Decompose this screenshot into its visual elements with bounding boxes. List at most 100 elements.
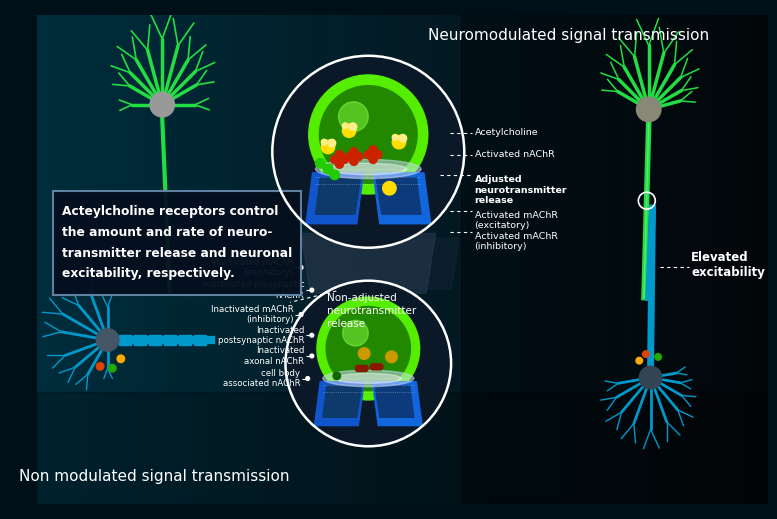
Circle shape (299, 312, 303, 317)
Circle shape (310, 288, 314, 292)
Bar (704, 16, 714, 503)
Circle shape (310, 333, 314, 337)
Bar (37, 392, 768, 503)
Bar (120, 16, 130, 503)
Text: cell body
associated nAChR: cell body associated nAChR (222, 369, 300, 388)
Circle shape (639, 366, 662, 389)
Circle shape (350, 153, 358, 160)
Bar (46, 16, 56, 503)
Circle shape (355, 365, 361, 372)
Text: Inactivated presynaptic
nAChR: Inactivated presynaptic nAChR (203, 280, 305, 300)
Text: Activated mAChR
(inhibitory): Activated mAChR (inhibitory) (475, 232, 558, 251)
Circle shape (399, 134, 406, 142)
Bar (101, 16, 111, 503)
Circle shape (336, 151, 343, 159)
Circle shape (364, 151, 372, 159)
Bar (92, 16, 102, 503)
Bar (119, 335, 131, 345)
FancyBboxPatch shape (53, 192, 301, 295)
Bar (164, 335, 176, 345)
Circle shape (340, 155, 348, 163)
Circle shape (339, 102, 368, 131)
Polygon shape (277, 238, 459, 289)
Circle shape (358, 348, 370, 359)
Bar (713, 16, 723, 503)
Bar (149, 335, 162, 345)
Bar (750, 16, 760, 503)
Text: Acteylcholine receptors control: Acteylcholine receptors control (62, 206, 279, 218)
Circle shape (343, 123, 348, 129)
Bar (348, 16, 358, 503)
Text: Inactivated
axonal nAChR: Inactivated axonal nAChR (244, 346, 305, 366)
Bar (128, 16, 138, 503)
Bar (549, 16, 559, 503)
Bar (467, 16, 476, 503)
Bar (723, 16, 733, 503)
Circle shape (392, 135, 406, 149)
Bar (732, 16, 742, 503)
Polygon shape (301, 234, 435, 293)
Bar (229, 16, 239, 503)
Circle shape (306, 377, 309, 380)
Bar (604, 16, 614, 503)
Bar (64, 16, 75, 503)
Bar (740, 16, 751, 503)
Bar (402, 16, 413, 503)
Polygon shape (372, 381, 422, 426)
Circle shape (321, 139, 327, 145)
Circle shape (333, 372, 340, 379)
Bar (275, 16, 284, 503)
Bar (312, 16, 322, 503)
Circle shape (370, 364, 376, 370)
Bar (650, 16, 660, 503)
Bar (156, 16, 166, 503)
Bar (329, 16, 340, 503)
Bar (293, 16, 303, 503)
Text: Inactivated mAChR
(excitatory): Inactivated mAChR (excitatory) (211, 258, 294, 277)
Bar (622, 16, 632, 503)
Text: Activated mAChR
(excitatory): Activated mAChR (excitatory) (475, 211, 558, 230)
Bar (412, 16, 422, 503)
Bar (577, 16, 587, 503)
Text: Inactivated mAChR
(inhibitory): Inactivated mAChR (inhibitory) (211, 305, 294, 324)
Bar (393, 16, 403, 503)
Bar (183, 16, 193, 503)
Bar (686, 16, 696, 503)
Bar (531, 16, 541, 503)
Bar (521, 16, 531, 503)
Polygon shape (315, 177, 361, 214)
Bar (138, 16, 148, 503)
Bar (256, 16, 267, 503)
Circle shape (385, 351, 397, 363)
Circle shape (310, 354, 314, 358)
Circle shape (358, 365, 365, 372)
Bar (567, 16, 577, 503)
Ellipse shape (322, 370, 414, 387)
Bar (193, 16, 203, 503)
Circle shape (308, 75, 428, 194)
Text: Neuromodulated signal transmission: Neuromodulated signal transmission (428, 29, 709, 44)
Polygon shape (306, 173, 364, 224)
Text: Adjusted
neurotransmitter
release: Adjusted neurotransmitter release (475, 175, 567, 205)
Circle shape (392, 134, 398, 140)
Bar (110, 16, 120, 503)
Bar (366, 16, 376, 503)
Circle shape (331, 155, 339, 163)
Ellipse shape (315, 159, 421, 179)
Bar (211, 16, 221, 503)
Circle shape (636, 97, 661, 121)
Polygon shape (322, 386, 361, 417)
Bar (640, 16, 650, 503)
Bar (448, 16, 458, 503)
Circle shape (374, 151, 382, 159)
Ellipse shape (330, 163, 406, 175)
Circle shape (369, 155, 377, 163)
Bar (695, 16, 706, 503)
Text: Elevated
excitability: Elevated excitability (691, 251, 765, 279)
Text: Inactivated
postsynaptic nAChR: Inactivated postsynaptic nAChR (218, 325, 305, 345)
Text: transmitter release and neuronal: transmitter release and neuronal (62, 247, 293, 260)
Bar (37, 16, 47, 503)
Polygon shape (375, 386, 414, 417)
Bar (339, 16, 349, 503)
Bar (320, 16, 330, 503)
